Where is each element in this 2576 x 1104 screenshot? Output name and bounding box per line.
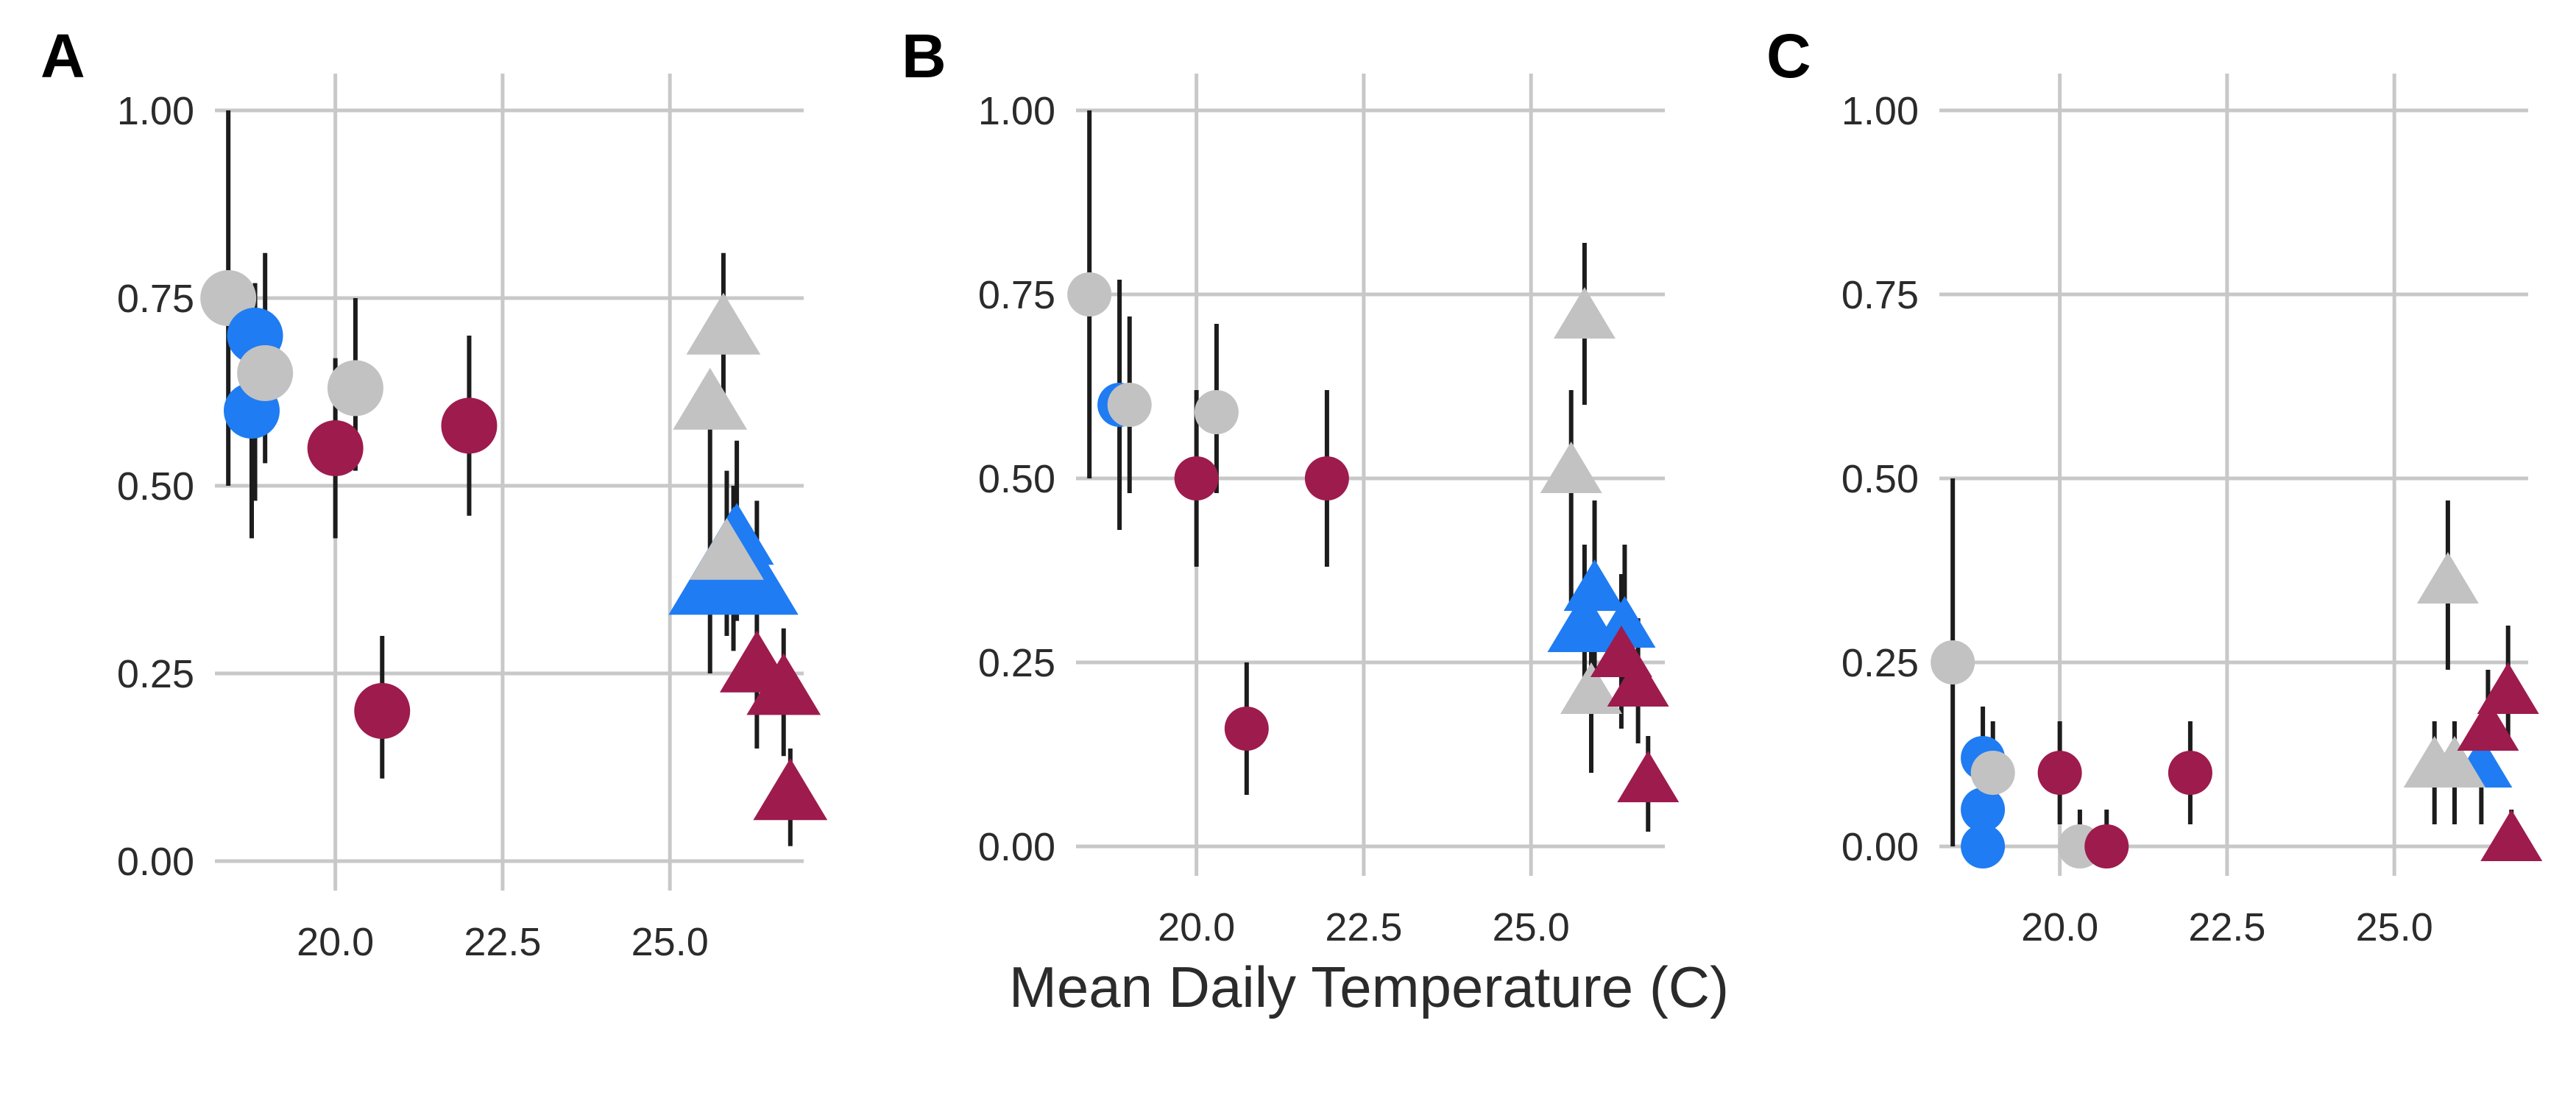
data-point-triangle — [2424, 736, 2485, 788]
panel-label: B — [902, 21, 946, 91]
x-tick-label: 22.5 — [1325, 905, 1402, 949]
y-tick-label: 0.00 — [117, 840, 194, 884]
data-point-triangle — [753, 758, 828, 821]
data-point-circle — [1107, 383, 1152, 427]
y-tick-label: 0.25 — [117, 652, 194, 696]
x-tick-label: 25.0 — [2356, 905, 2433, 949]
panel-label: A — [40, 21, 85, 91]
panel-label: C — [1766, 21, 1811, 91]
panel-c: C 0.00 0.25 0.50 0.75 1.00 20.0 22.5 25.0 — [1766, 21, 2543, 949]
x-tick-label: 25.0 — [1493, 905, 1570, 949]
data-point-circle — [1970, 751, 2015, 795]
panel-b: B 0.00 0.25 0.50 0.75 1.00 20.0 22.5 25.0 — [902, 21, 1680, 949]
data-point-circle — [2168, 751, 2212, 795]
data-point-triangle — [686, 292, 761, 355]
y-tick-label: 0.75 — [117, 277, 194, 321]
y-tick-label: 1.00 — [1841, 89, 1919, 133]
y-tick-label: 0.25 — [1841, 641, 1919, 685]
data-point-triangle — [1560, 662, 1622, 714]
data-point-circle — [1067, 272, 1112, 316]
y-tick-label: 0.00 — [1841, 825, 1919, 869]
data-point-circle — [1961, 824, 2006, 868]
data-point-circle — [1194, 390, 1239, 434]
x-tick-label: 22.5 — [464, 920, 541, 964]
data-point-circle — [354, 683, 411, 739]
data-point-circle — [1961, 788, 2006, 832]
y-tick-label: 0.50 — [1841, 457, 1919, 501]
y-tick-label: 0.75 — [978, 273, 1055, 317]
data-point-triangle — [2477, 662, 2539, 714]
data-point-triangle — [1553, 287, 1616, 339]
data-point-triangle — [2457, 699, 2519, 751]
data-point-triangle — [746, 653, 821, 715]
panel-a: A 0.00 0.25 0.50 0.75 1.00 20.0 22.5 25.0 — [40, 21, 828, 964]
data-point-triangle — [1593, 596, 1656, 648]
data-point-circle — [307, 420, 364, 476]
y-tick-label: 1.00 — [117, 89, 194, 133]
y-tick-label: 1.00 — [978, 89, 1055, 133]
data-point-circle — [237, 345, 294, 401]
data-point-triangle — [1563, 559, 1626, 611]
y-tick-label: 0.50 — [978, 457, 1055, 501]
x-tick-label: 22.5 — [2188, 905, 2265, 949]
x-axis-label: Mean Daily Temperature (C) — [1009, 955, 1729, 1019]
data-point-triangle — [690, 517, 764, 580]
data-point-triangle — [1607, 655, 1669, 707]
y-tick-label: 0.25 — [978, 641, 1055, 685]
data-point-triangle — [2416, 552, 2479, 604]
data-point-triangle — [1540, 442, 1602, 493]
data-point-triangle — [1617, 751, 1680, 802]
data-point-circle — [441, 397, 498, 454]
data-point-triangle — [2480, 810, 2543, 861]
data-point-circle — [1224, 707, 1269, 751]
data-point-circle — [1174, 456, 1219, 500]
y-tick-label: 0.75 — [1841, 273, 1919, 317]
x-tick-label: 20.0 — [2021, 905, 2098, 949]
data-point-circle — [2084, 824, 2129, 868]
x-tick-label: 20.0 — [297, 920, 374, 964]
x-tick-label: 25.0 — [631, 920, 709, 964]
data-point-circle — [2037, 751, 2082, 795]
y-tick-label: 0.00 — [978, 825, 1055, 869]
data-point-circle — [327, 360, 383, 417]
y-tick-label: 0.50 — [117, 464, 194, 509]
x-tick-label: 20.0 — [1158, 905, 1235, 949]
data-point-triangle — [673, 367, 748, 430]
data-point-circle — [1304, 456, 1349, 500]
data-point-circle — [1931, 640, 1975, 684]
